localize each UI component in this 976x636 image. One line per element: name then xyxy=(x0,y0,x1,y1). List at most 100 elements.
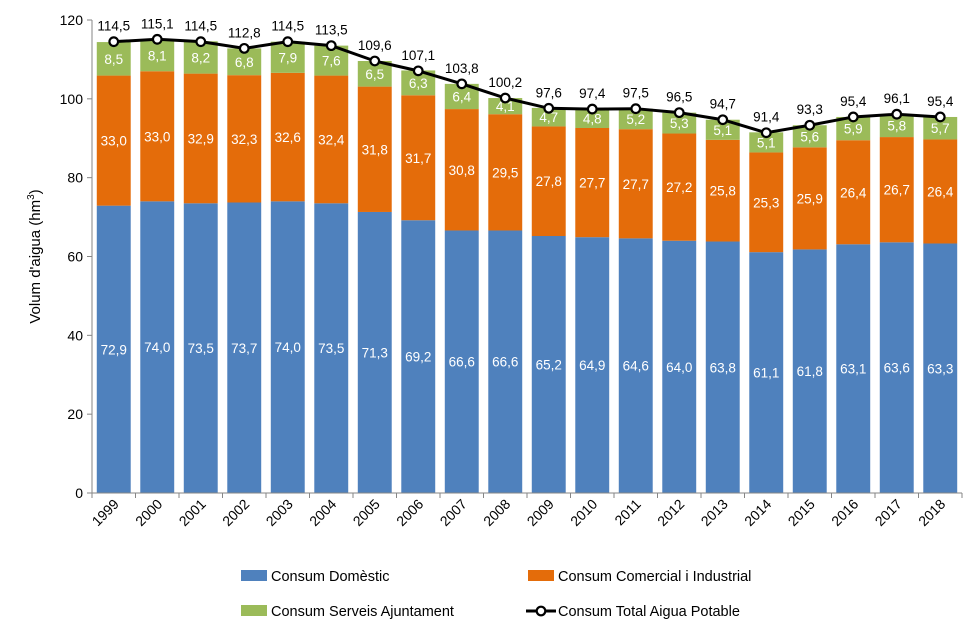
total-point-2016 xyxy=(847,111,859,123)
bar-segment-1-2018 xyxy=(923,243,958,493)
data-label-series-2-2010: 27,7 xyxy=(579,176,605,191)
total-point-2008 xyxy=(499,92,511,104)
legend-swatch-3 xyxy=(241,605,267,616)
data-label-series-3-2002: 6,8 xyxy=(235,55,254,70)
bar-segment-2-2011 xyxy=(618,129,653,239)
y-tick-label-40: 40 xyxy=(67,327,83,343)
data-label-series-3-2018: 5,7 xyxy=(931,121,950,136)
data-label-series-3-2012: 5,3 xyxy=(670,116,689,131)
data-label-series-2-2004: 32,4 xyxy=(318,132,345,147)
x-tick-label-2001: 2001 xyxy=(176,496,209,529)
legend-label-4: Consum Total Aigua Potable xyxy=(558,604,740,620)
total-label-2002: 112,8 xyxy=(228,25,261,40)
total-label-2014: 91,4 xyxy=(753,110,780,125)
data-label-series-1-2003: 74,0 xyxy=(275,340,301,355)
x-tick-label-2007: 2007 xyxy=(437,496,470,529)
total-label-2013: 94,7 xyxy=(710,97,736,112)
x-tick-label-2016: 2016 xyxy=(828,496,861,529)
total-label-2017: 96,1 xyxy=(884,91,910,106)
x-tick-label-2000: 2000 xyxy=(132,496,165,529)
total-point-2010 xyxy=(586,103,598,115)
x-tick-label-2015: 2015 xyxy=(785,496,818,529)
bar-segment-2-2017 xyxy=(879,137,914,243)
x-tick-label-2009: 2009 xyxy=(524,496,557,529)
bar-segment-1-2016 xyxy=(836,244,871,493)
data-label-series-3-2008: 4,1 xyxy=(496,99,515,114)
x-tick-label-2002: 2002 xyxy=(219,496,252,529)
data-label-series-2-2018: 26,4 xyxy=(927,184,954,199)
bar-segment-1-2014 xyxy=(749,252,784,493)
data-label-series-2-2005: 31,8 xyxy=(362,142,388,157)
data-label-series-3-2007: 6,4 xyxy=(452,89,471,104)
total-point-2015 xyxy=(804,119,816,131)
total-point-2003 xyxy=(282,36,294,48)
total-point-2011 xyxy=(630,103,642,115)
bar-segment-1-2010 xyxy=(575,237,610,493)
bars-layer xyxy=(96,39,958,494)
data-label-series-3-2003: 7,9 xyxy=(278,50,297,65)
data-label-series-3-1999: 8,5 xyxy=(104,52,123,67)
data-label-series-2-2000: 33,0 xyxy=(144,129,170,144)
bar-segment-1-2004 xyxy=(314,203,349,494)
y-tick-label-60: 60 xyxy=(67,249,83,265)
total-line-layer: 114,5 115,1 114,5 112,8 114,5 113,5 109,6 107,1… xyxy=(97,16,954,139)
bar-segment-3-2018 xyxy=(923,116,958,140)
bar-segment-2-2003 xyxy=(270,72,305,202)
total-label-2005: 109,6 xyxy=(358,38,392,53)
data-label-series-3-2013: 5,1 xyxy=(713,123,732,138)
x-tick-label-2017: 2017 xyxy=(872,496,905,529)
data-label-series-3-2015: 5,6 xyxy=(800,129,819,144)
total-label-2007: 103,8 xyxy=(445,61,479,76)
bar-segment-2-2000 xyxy=(140,71,175,202)
data-label-series-3-2009: 4,7 xyxy=(539,110,558,125)
data-label-series-1-2002: 73,7 xyxy=(231,341,257,356)
data-label-series-3-2004: 7,6 xyxy=(322,54,341,69)
bar-segment-2-2015 xyxy=(792,147,827,250)
data-label-series-3-2000: 8,1 xyxy=(148,48,167,63)
bar-segment-3-2017 xyxy=(879,114,914,138)
bar-segment-2-2009 xyxy=(531,126,566,237)
data-label-series-1-1999: 72,9 xyxy=(101,342,127,357)
data-label-series-3-2006: 6,3 xyxy=(409,76,428,91)
data-label-series-1-2012: 64,0 xyxy=(666,360,692,375)
bar-segment-2-2010 xyxy=(575,128,610,238)
data-label-series-1-2000: 74,0 xyxy=(144,340,170,355)
y-tick-label-0: 0 xyxy=(75,485,83,501)
bar-segment-1-2011 xyxy=(618,238,653,493)
legend-label-2: Consum Comercial i Industrial xyxy=(558,569,751,585)
data-label-series-1-2006: 69,2 xyxy=(405,350,431,365)
total-label-2011: 97,5 xyxy=(623,86,649,101)
legend-label-1: Consum Domèstic xyxy=(271,569,389,585)
bar-segment-2-2001 xyxy=(183,73,218,204)
bar-segment-3-2009 xyxy=(531,107,566,127)
bar-segment-1-2006 xyxy=(401,220,436,494)
x-tick-label-2003: 2003 xyxy=(263,496,296,529)
data-label-series-2-2002: 32,3 xyxy=(231,132,257,147)
total-point-2017 xyxy=(891,108,903,120)
x-tick-label-2006: 2006 xyxy=(393,496,426,529)
bar-segment-1-2013 xyxy=(705,241,740,493)
data-label-series-1-2013: 63,8 xyxy=(710,360,736,375)
data-label-series-1-2004: 73,5 xyxy=(318,341,344,356)
data-label-series-3-2017: 5,8 xyxy=(887,119,906,134)
x-tick-label-2008: 2008 xyxy=(480,496,513,529)
bar-segment-3-1999 xyxy=(96,42,131,76)
bar-segment-1-2012 xyxy=(662,240,697,493)
data-label-series-1-2009: 65,2 xyxy=(536,358,562,373)
total-label-2010: 97,4 xyxy=(579,86,606,101)
bar-segment-3-2011 xyxy=(618,108,653,130)
bar-segment-2-2006 xyxy=(401,95,436,221)
total-label-2012: 96,5 xyxy=(666,90,692,105)
bar-segment-2-2016 xyxy=(836,140,871,245)
y-tick-label-120: 120 xyxy=(60,12,84,28)
data-label-series-2-2006: 31,7 xyxy=(405,151,431,166)
data-label-series-1-2014: 61,1 xyxy=(753,366,779,381)
total-label-2006: 107,1 xyxy=(401,48,435,63)
bar-segment-1-2001 xyxy=(183,203,218,494)
data-label-series-3-2014: 5,1 xyxy=(757,135,776,150)
bar-segment-3-2013 xyxy=(705,119,740,140)
data-label-series-2-2007: 30,8 xyxy=(449,163,475,178)
total-label-2015: 93,3 xyxy=(797,102,823,117)
data-label-series-1-2018: 63,3 xyxy=(927,361,953,376)
